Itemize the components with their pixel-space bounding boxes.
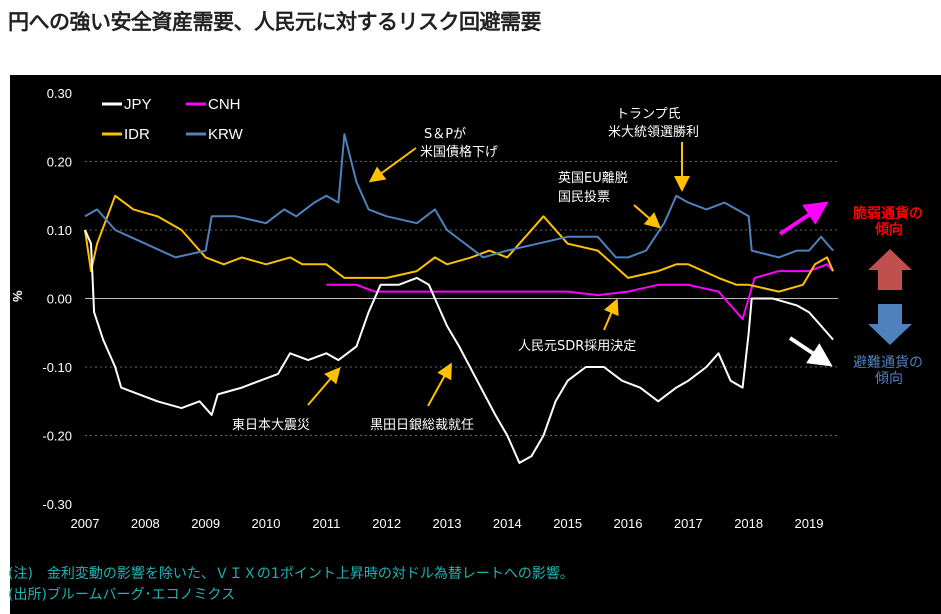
x-tick-label: 2010 <box>252 516 281 531</box>
svg-text:脆弱通貨の: 脆弱通貨の <box>852 205 923 222</box>
annotation-brexit: 英国EU離脱 国民投票 <box>558 171 662 229</box>
trend-down-arrow <box>788 336 833 367</box>
down-arrow-icon <box>868 304 912 345</box>
svg-text:東日本大震災: 東日本大震災 <box>232 417 310 433</box>
source-note: (出所)ブルームバーグ･エコノミクス <box>8 586 235 603</box>
series-line-idr <box>84 194 835 293</box>
annotation-arrow <box>603 298 619 331</box>
x-tick-label: 2015 <box>553 516 582 531</box>
legend-jpy: JPY <box>124 96 152 113</box>
fragile-currency-label: 脆弱通貨の 傾向 <box>852 205 923 238</box>
y-tick-label: -0.20 <box>42 429 72 444</box>
legend-krw: KRW <box>208 126 244 143</box>
x-tick-label: 2012 <box>372 516 401 531</box>
annotation-trump: トランプ氏 米大統領選勝利 <box>608 107 699 192</box>
annotation-sp-downgrade: S＆Pが 米国債格下げ <box>368 127 498 183</box>
svg-text:米国債格下げ: 米国債格下げ <box>420 144 498 160</box>
x-tick-label: 2014 <box>493 516 522 531</box>
svg-text:人民元SDR採用決定: 人民元SDR採用決定 <box>518 339 636 354</box>
x-tick-label: 2007 <box>71 516 100 531</box>
y-tick-label: 0.20 <box>47 155 72 170</box>
series-line-cnh <box>326 263 834 321</box>
trend-up-arrow <box>778 201 829 236</box>
y-tick-label: 0.00 <box>47 292 72 307</box>
annotation-arrow <box>427 362 452 407</box>
x-tick-label: 2008 <box>131 516 160 531</box>
up-arrow-icon <box>868 249 912 290</box>
annotation-earthquake: 東日本大震災 <box>232 366 341 433</box>
svg-text:トランプ氏: トランプ氏 <box>616 107 681 122</box>
y-tick-label: -0.10 <box>42 360 72 375</box>
svg-text:英国EU離脱: 英国EU離脱 <box>558 171 628 186</box>
x-tick-label: 2013 <box>433 516 462 531</box>
chart-panel <box>10 75 941 614</box>
y-tick-label: 0.10 <box>47 223 72 238</box>
safe-haven-currency-label: 避難通貨の 傾向 <box>853 354 923 387</box>
footnote: (注) 金利変動の影響を除いた、ＶＩＸの1ポイント上昇時の対ドル為替レートへの影… <box>8 565 574 582</box>
svg-text:黒田日銀総裁就任: 黒田日銀総裁就任 <box>370 417 474 433</box>
y-tick-label: 0.30 <box>47 86 72 101</box>
x-tick-label: 2011 <box>312 516 340 531</box>
svg-text:避難通貨の: 避難通貨の <box>853 354 923 371</box>
series-line-krw <box>84 133 834 259</box>
legend-idr: IDR <box>124 126 150 143</box>
annotation-arrow <box>633 204 662 229</box>
series-line-jpy <box>84 229 834 464</box>
x-tick-label: 2009 <box>191 516 220 531</box>
annotation-kuroda: 黒田日銀総裁就任 <box>370 362 474 433</box>
svg-text:傾向: 傾向 <box>874 221 903 238</box>
x-tick-label: 2018 <box>734 516 763 531</box>
x-tick-label: 2016 <box>614 516 643 531</box>
svg-text:国民投票: 国民投票 <box>558 189 610 205</box>
y-axis-label: % <box>10 290 25 302</box>
svg-text:S＆Pが: S＆Pが <box>424 127 466 142</box>
page-title: 円への強い安全資産需要、人民元に対するリスク回避需要 <box>8 10 542 34</box>
x-tick-label: 2017 <box>674 516 703 531</box>
legend-cnh: CNH <box>208 96 241 113</box>
svg-text:傾向: 傾向 <box>875 371 903 387</box>
svg-text:米大統領選勝利: 米大統領選勝利 <box>608 124 699 140</box>
annotation-arrow <box>368 147 417 183</box>
y-tick-label: -0.30 <box>42 497 72 512</box>
legend: JPY CNH IDR KRW <box>102 96 244 143</box>
x-tick-label: 2019 <box>795 516 824 531</box>
annotation-arrow <box>307 366 341 406</box>
annotation-cny-sdr: 人民元SDR採用決定 <box>518 298 636 354</box>
